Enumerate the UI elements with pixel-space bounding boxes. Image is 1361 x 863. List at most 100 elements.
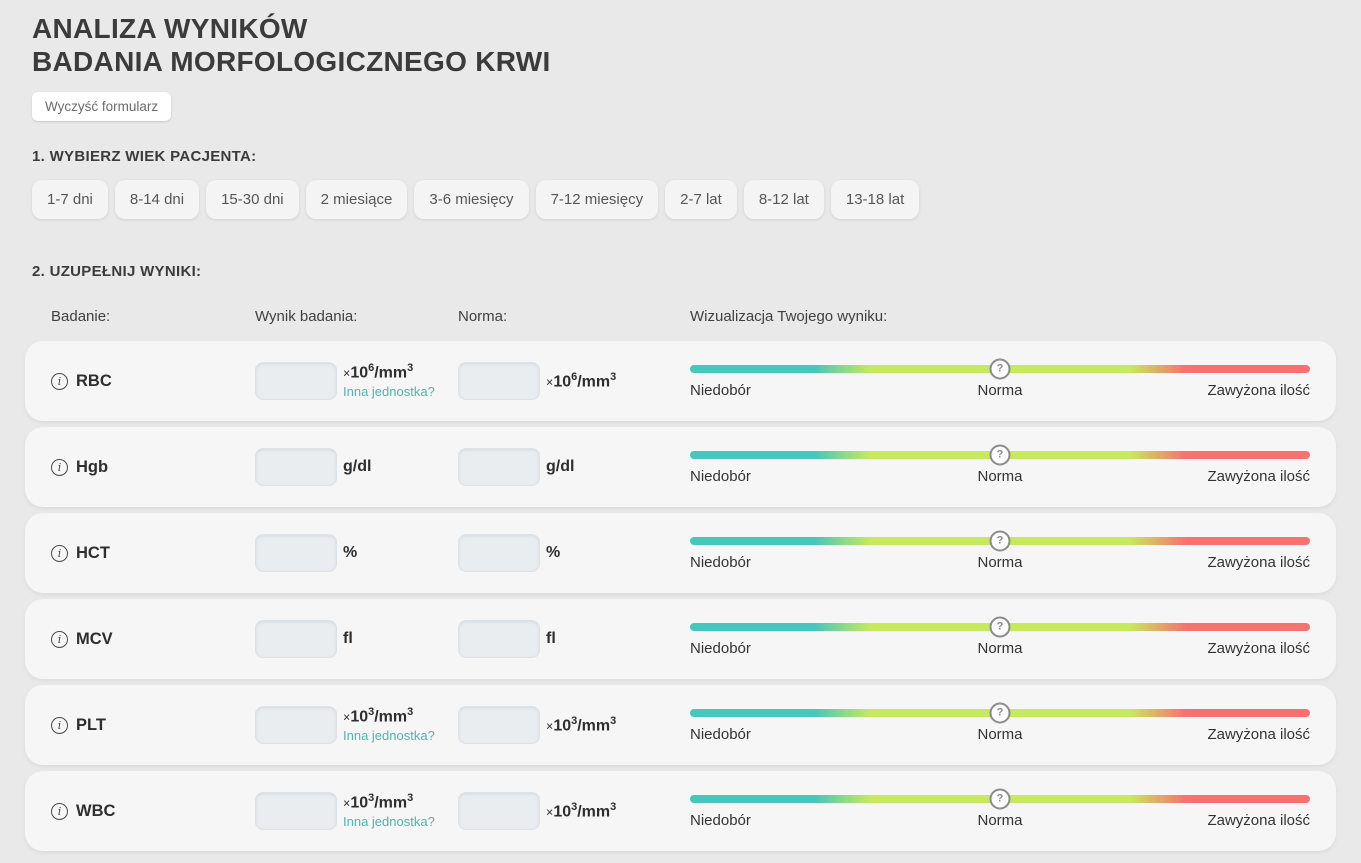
result-input[interactable] [255,620,337,658]
age-button-15-30-dni[interactable]: 15-30 dni [206,180,299,219]
test-name: PLT [76,715,106,734]
scale-low-label: Niedobór [690,725,751,743]
norm-tooltip-icon[interactable]: ? [989,702,1011,723]
test-row-hgb: i Hgb g/dl g/dl ? Niedobór Norma Za [25,427,1336,507]
scale-low-label: Niedobór [690,811,751,829]
unit-part: 10 [350,708,369,726]
info-icon[interactable]: i [51,544,68,562]
result-input[interactable] [255,448,337,486]
norm-tooltip-icon[interactable]: ? [989,530,1011,551]
unit-part: /mm [374,364,408,382]
result-cell: ×103/mm3 Inna jednostka? [255,706,458,744]
result-unit: ×103/mm3 [343,706,435,727]
unit-part: /mm [374,794,408,812]
column-header-visualization: Wizualizacja Twojego wyniku: [690,308,888,325]
norm-input[interactable] [458,534,540,572]
norm-tooltip-icon[interactable]: ? [989,444,1011,465]
norm-unit: ×103/mm3 [546,715,616,736]
age-button-8-14-dni[interactable]: 8-14 dni [114,180,200,219]
result-input[interactable] [255,534,337,572]
result-unit: ×103/mm3 [343,792,435,813]
page-title: ANALIZA WYNIKÓW BADANIA MORFOLOGICZNEGO … [32,12,1336,78]
scale-low-label: Niedobór [690,381,751,399]
result-unit: fl [343,630,353,648]
norm-unit-stack: fl [546,630,556,648]
other-unit-link[interactable]: Inna jednostka? [343,383,435,399]
info-icon[interactable]: i [51,630,68,648]
unit-part: 3 [368,706,375,719]
test-name: WBC [76,801,116,820]
unit-part: fl [343,629,353,647]
norm-input[interactable] [458,706,540,744]
page-title-line1: ANALIZA WYNIKÓW [32,13,308,44]
age-button-3-6-miesięcy[interactable]: 3-6 miesięcy [414,180,529,219]
info-icon[interactable]: i [51,372,68,390]
norm-cell: g/dl [458,448,690,486]
age-button-1-7-dni[interactable]: 1-7 dni [32,180,108,219]
result-input[interactable] [255,706,337,744]
norm-cell: ×106/mm3 [458,362,690,400]
result-input[interactable] [255,362,337,400]
scale-norm-label: Norma [977,553,1023,571]
norm-tooltip-icon[interactable]: ? [989,616,1011,637]
unit-part: 3 [610,714,617,727]
result-unit-stack: ×106/mm3 Inna jednostka? [343,362,435,400]
info-icon[interactable]: i [51,802,68,820]
other-unit-link[interactable]: Inna jednostka? [343,813,435,829]
norm-input[interactable] [458,792,540,830]
result-unit-stack: ×103/mm3 Inna jednostka? [343,706,435,744]
column-header-norm: Norma: [458,308,508,325]
visualization-cell: ? Niedobór Norma Zawyżona ilość [690,530,1310,572]
scale-high-label: Zawyżona ilość [1207,553,1310,571]
other-unit-link[interactable]: Inna jednostka? [343,727,435,743]
age-button-7-12-miesięcy[interactable]: 7-12 miesięcy [535,180,659,219]
info-icon[interactable]: i [51,716,68,734]
age-button-13-18-lat[interactable]: 13-18 lat [830,180,920,219]
column-header-result: Wynik badania: [255,308,358,325]
test-row-hct: i HCT % % ? Niedobór Norma Zawyżona [25,513,1336,593]
unit-part: 10 [350,364,369,382]
norm-unit-stack: ×103/mm3 [546,715,616,736]
unit-part: × [343,366,351,381]
result-unit: ×106/mm3 [343,362,435,383]
age-button-2-miesiące[interactable]: 2 miesiące [305,180,408,219]
norm-tooltip-icon[interactable]: ? [989,788,1011,809]
norm-cell: % [458,534,690,572]
scale-labels: Niedobór Norma Zawyżona ilość [690,726,1310,744]
clear-form-button[interactable]: Wyczyść formularz [32,92,172,121]
unit-part: 3 [407,792,414,805]
result-input[interactable] [255,792,337,830]
result-cell: ×103/mm3 Inna jednostka? [255,792,458,830]
column-header-test: Badanie: [51,308,111,325]
norm-unit: ×106/mm3 [546,371,616,392]
age-button-2-7-lat[interactable]: 2-7 lat [665,180,737,219]
info-icon[interactable]: i [51,458,68,476]
unit-part: 3 [368,792,375,805]
scale-norm-label: Norma [977,467,1023,485]
unit-part: × [343,710,351,725]
result-unit-stack: g/dl [343,458,371,476]
result-unit-stack: % [343,544,357,562]
test-label-cell: i PLT [51,716,255,735]
norm-unit-stack: ×106/mm3 [546,371,616,392]
unit-part: 10 [553,802,572,820]
norm-input[interactable] [458,620,540,658]
scale-bar-wrap: ? [690,530,1310,551]
age-section-heading: 1. WYBIERZ WIEK PACJENTA: [32,148,257,165]
norm-input[interactable] [458,448,540,486]
norm-unit-stack: g/dl [546,458,574,476]
scale-bar-wrap: ? [690,788,1310,809]
norm-input[interactable] [458,362,540,400]
page-title-line2: BADANIA MORFOLOGICZNEGO KRWI [32,46,551,77]
result-unit-stack: fl [343,630,353,648]
norm-tooltip-icon[interactable]: ? [989,358,1011,379]
test-name: RBC [76,371,112,390]
scale-labels: Niedobór Norma Zawyżona ilość [690,468,1310,486]
unit-part: 10 [553,372,572,390]
test-label-cell: i WBC [51,802,255,821]
visualization-cell: ? Niedobór Norma Zawyżona ilość [690,444,1310,486]
unit-part: g/dl [343,457,372,475]
age-button-8-12-lat[interactable]: 8-12 lat [743,180,824,219]
result-cell: ×106/mm3 Inna jednostka? [255,362,458,400]
